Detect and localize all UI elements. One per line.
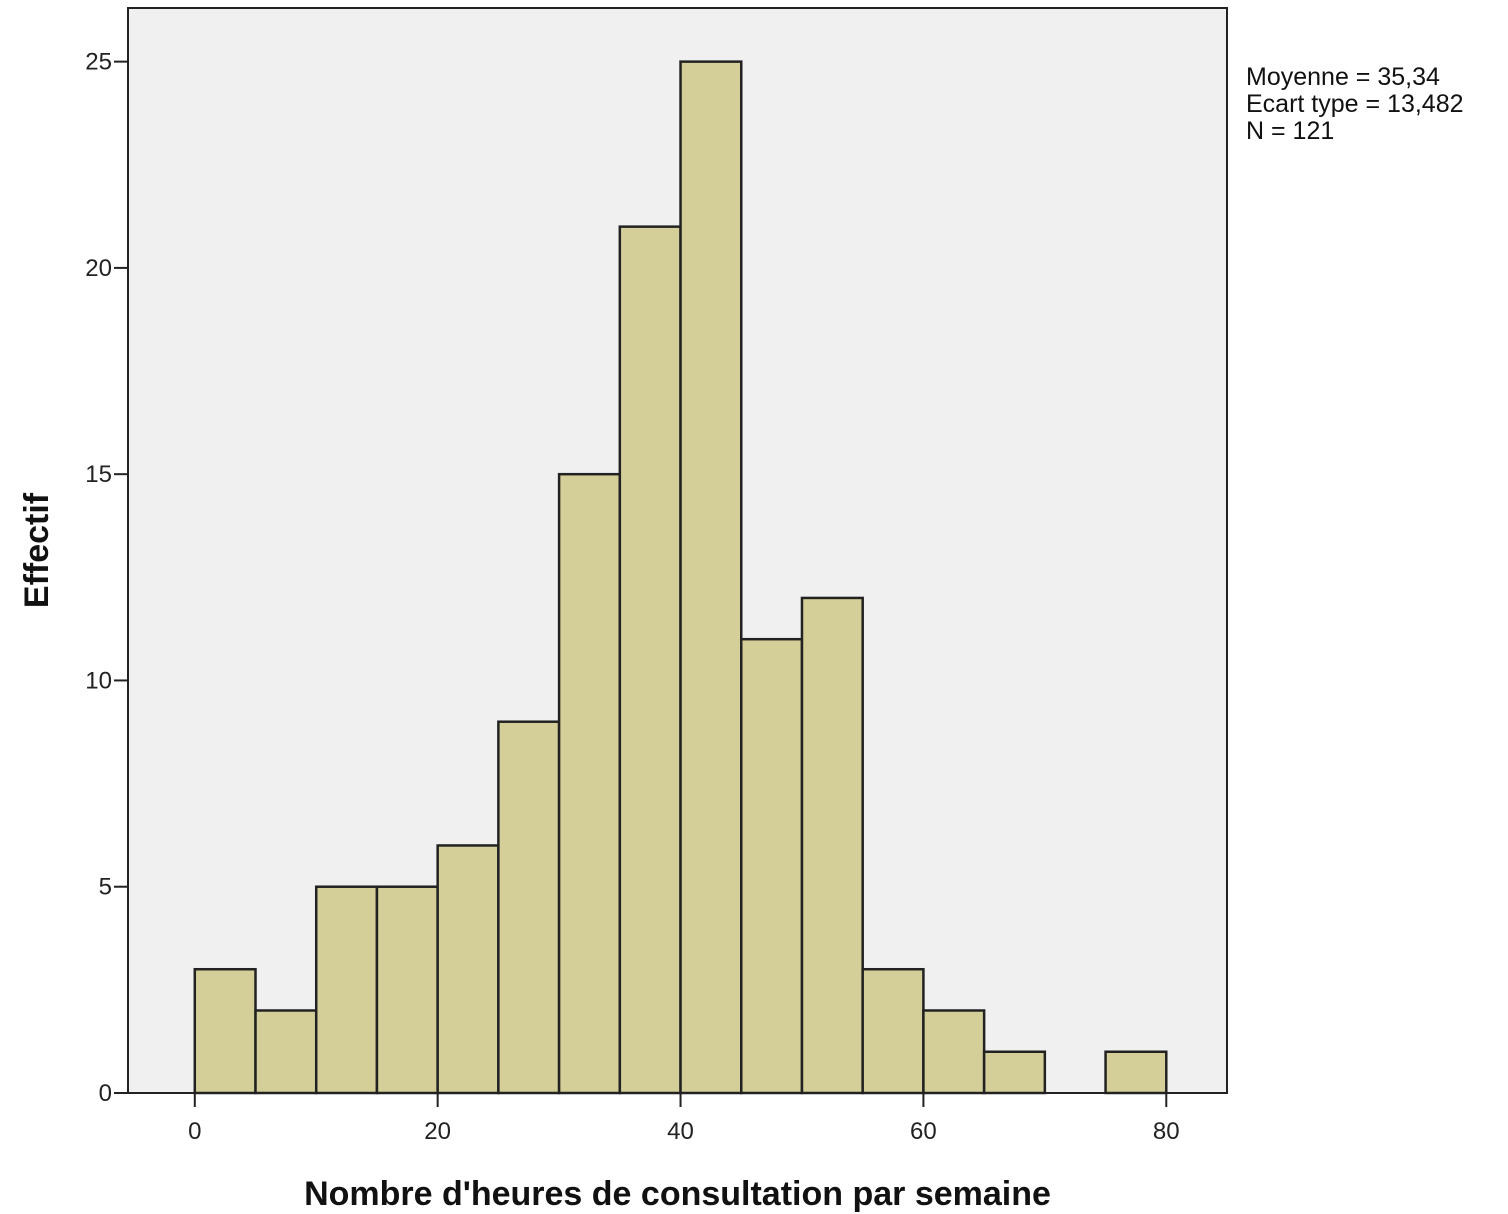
y-tick-label: 5 (99, 874, 112, 901)
y-tick-label: 25 (85, 49, 112, 76)
histogram-bar-7 (618, 225, 682, 1095)
summary-statistics: Moyenne = 35,34 Ecart type = 13,482 N = … (1246, 64, 1464, 145)
x-axis-title: Nombre d'heures de consultation par sema… (304, 1175, 1051, 1213)
bars-group (193, 60, 1168, 1095)
histogram-bar-11 (861, 967, 925, 1095)
histogram-bar-13 (982, 1050, 1047, 1095)
x-tick-label: 60 (910, 1118, 937, 1145)
mean-stat: Moyenne = 35,34 (1246, 63, 1440, 91)
histogram-bar-9 (740, 637, 804, 1095)
x-tick-label: 20 (424, 1118, 451, 1145)
histogram-bar-3 (375, 885, 439, 1095)
x-axis: 0 20 40 60 80 (188, 1093, 1180, 1145)
x-tick-label: 80 (1153, 1118, 1180, 1145)
histogram-bar-6 (557, 472, 622, 1095)
histogram-bar-1 (254, 1009, 318, 1095)
sample-size-stat: N = 121 (1246, 117, 1335, 145)
y-axis: 0 5 10 15 20 25 (85, 49, 128, 1107)
histogram-bar-5 (497, 720, 561, 1095)
histogram-bar-4 (436, 844, 500, 1095)
histogram-bar-8 (679, 60, 743, 1095)
histogram-bar-15 (1104, 1050, 1168, 1095)
histogram-bar-10 (800, 596, 864, 1095)
y-tick-label: 15 (85, 461, 112, 488)
histogram-bar-2 (314, 885, 379, 1095)
y-tick-label: 10 (85, 667, 112, 694)
y-tick-label: 20 (85, 255, 112, 282)
histogram-bar-0 (193, 967, 257, 1095)
x-tick-label: 0 (188, 1118, 201, 1145)
x-tick-label: 40 (667, 1118, 694, 1145)
std-dev-stat: Ecart type = 13,482 (1246, 90, 1464, 118)
y-axis-title: Effectif (18, 492, 56, 608)
y-tick-label: 0 (99, 1080, 112, 1107)
histogram-bar-12 (922, 1009, 986, 1095)
